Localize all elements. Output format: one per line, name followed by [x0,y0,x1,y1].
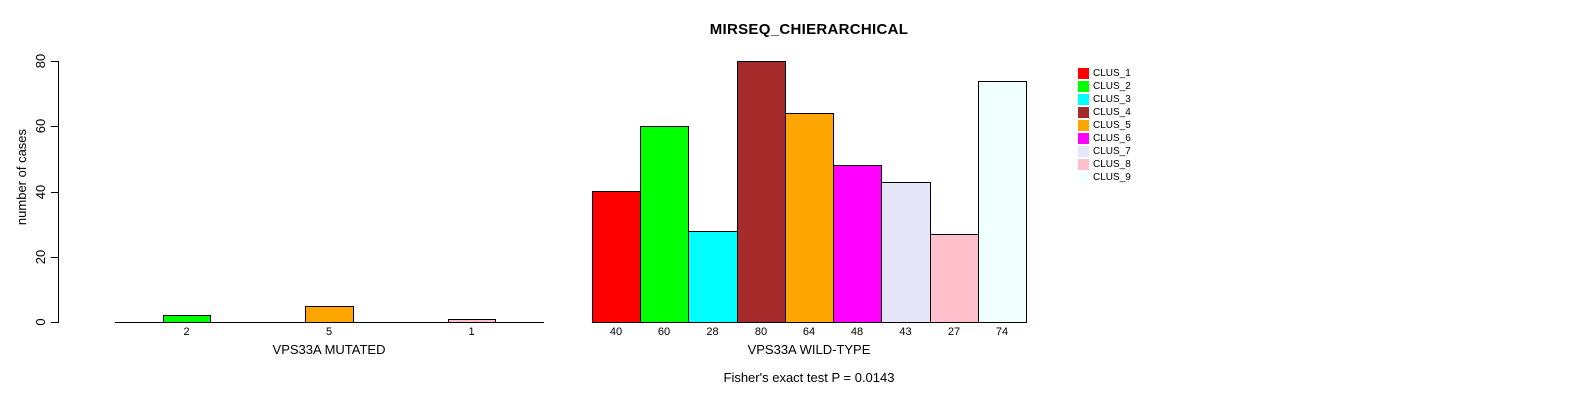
y-axis-line [58,61,59,323]
legend-label: CLUS_5 [1093,120,1131,131]
y-tick-label: 0 [33,318,48,326]
legend-swatch [1078,146,1089,157]
bar-value-label: 1 [468,326,475,338]
bar-CLUS_8 [930,234,979,323]
bar-value-label: 80 [754,326,768,338]
bar-value-label: 60 [657,326,671,338]
y-tick-mark [51,126,58,127]
bar-value-label: 43 [899,326,912,338]
bar-CLUS_8 [448,319,496,323]
x-axis-label-mutated: VPS33A MUTATED [272,342,386,357]
bar-value-label: 48 [850,326,864,338]
bar-value-label: 27 [947,326,961,338]
annotation-fisher-test: Fisher's exact test P = 0.0143 [723,370,895,385]
legend-item: CLUS_7 [1078,145,1131,158]
y-tick-label: 20 [33,249,48,265]
x-axis-label-wildtype: VPS33A WILD-TYPE [747,342,871,357]
legend-label: CLUS_2 [1093,81,1131,92]
bar-CLUS_6 [833,165,882,323]
legend-label: CLUS_7 [1093,146,1131,157]
legend-label: CLUS_8 [1093,159,1131,170]
legend-item: CLUS_2 [1078,80,1131,93]
bar-CLUS_7 [881,182,931,323]
legend: CLUS_1 CLUS_2 CLUS_3 CLUS_4 CLUS_5 CLUS_6 CLUS… [1078,67,1131,184]
bar-value-label: 28 [706,326,719,338]
chart-title: MIRSEQ_CHIERARCHICAL [709,21,909,38]
legend-swatch [1078,120,1089,131]
legend-item: CLUS_8 [1078,158,1131,171]
legend-item: CLUS_1 [1078,67,1131,80]
legend-label: CLUS_4 [1093,107,1131,118]
legend-label: CLUS_1 [1093,68,1131,79]
legend-swatch [1078,133,1089,144]
bar-CLUS_2 [640,126,689,323]
y-tick-mark [51,61,58,62]
legend-swatch [1078,159,1089,170]
legend-swatch [1078,94,1089,105]
bar-value-label: 40 [609,326,623,338]
legend-label: CLUS_9 [1093,172,1131,183]
bar-CLUS_1 [592,191,641,323]
bar-CLUS_2 [163,315,211,323]
bar-value-label: 74 [995,326,1009,338]
bar-value-label: 2 [183,326,190,338]
y-tick-label: 40 [33,184,48,200]
legend-swatch [1078,68,1089,79]
bar-CLUS_4 [737,61,786,323]
y-axis-title: number of cases [14,128,29,226]
legend-swatch [1078,81,1089,92]
bar-CLUS_5 [785,113,834,323]
legend-swatch [1078,107,1089,118]
bar-value-label: 64 [802,326,816,338]
y-tick-mark [51,257,58,258]
legend-item: CLUS_5 [1078,119,1131,132]
bar-CLUS_5 [305,306,354,323]
legend-item: CLUS_4 [1078,106,1131,119]
bar-CLUS_9 [978,81,1027,323]
legend-label: CLUS_3 [1093,94,1131,105]
y-tick-label: 80 [33,53,48,69]
legend-item: CLUS_9 [1078,171,1131,184]
bar-value-label: 5 [325,326,333,338]
legend-item: CLUS_3 [1078,93,1131,106]
legend-label: CLUS_6 [1093,133,1131,144]
legend-item: CLUS_6 [1078,132,1131,145]
y-tick-label: 60 [33,118,48,134]
legend-swatch [1078,172,1089,183]
y-tick-mark [51,322,58,323]
y-tick-mark [51,192,58,193]
bar-CLUS_3 [688,231,738,323]
